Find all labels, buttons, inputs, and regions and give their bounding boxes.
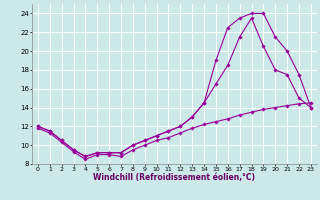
X-axis label: Windchill (Refroidissement éolien,°C): Windchill (Refroidissement éolien,°C) bbox=[93, 173, 255, 182]
